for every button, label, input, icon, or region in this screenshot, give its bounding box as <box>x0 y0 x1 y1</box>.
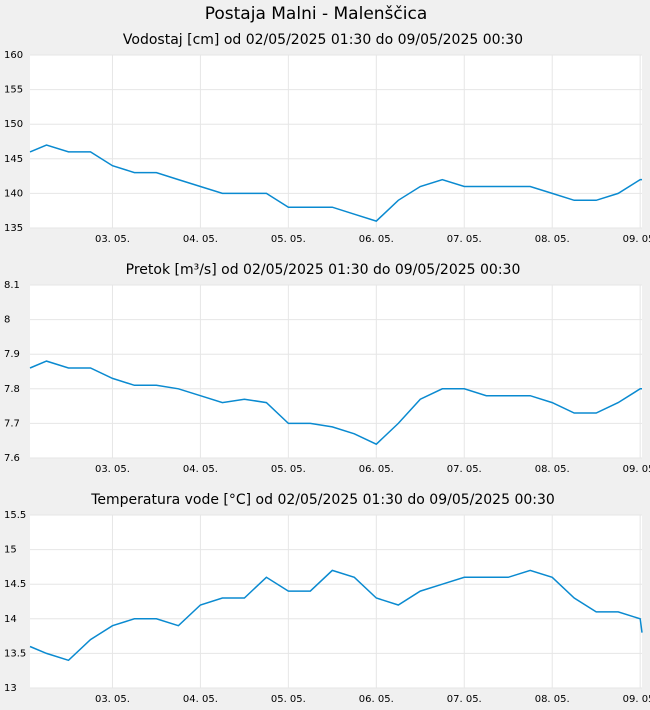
x-tick-label: 07. 05. <box>447 234 482 245</box>
y-tick-label: 135 <box>4 223 23 234</box>
y-tick-label: 8.1 <box>4 280 20 291</box>
plot-area <box>30 285 642 458</box>
x-tick-label: 05. 05. <box>271 234 306 245</box>
y-tick-label: 15 <box>4 545 17 556</box>
plot-area <box>30 515 642 688</box>
y-tick-label: 140 <box>4 188 23 199</box>
plot-area <box>30 55 642 228</box>
x-tick-label: 05. 05. <box>271 694 306 705</box>
y-tick-label: 7.7 <box>4 418 20 429</box>
y-tick-label: 14 <box>4 614 17 625</box>
y-tick-label: 155 <box>4 85 23 96</box>
y-tick-label: 7.9 <box>4 349 20 360</box>
chart-title: Temperatura vode [°C] od 02/05/2025 01:3… <box>90 492 555 508</box>
y-tick-label: 14.5 <box>4 579 26 590</box>
y-tick-label: 7.6 <box>4 453 20 464</box>
y-tick-label: 150 <box>4 119 23 130</box>
chart-title: Vodostaj [cm] od 02/05/2025 01:30 do 09/… <box>123 32 523 48</box>
data-line <box>29 144 642 222</box>
y-tick-label: 7.8 <box>4 384 20 395</box>
x-tick-label: 09. 05. <box>623 464 650 475</box>
y-tick-label: 145 <box>4 154 23 165</box>
data-line <box>29 569 643 662</box>
x-tick-label: 08. 05. <box>535 234 570 245</box>
x-tick-label: 04. 05. <box>183 464 218 475</box>
chart-title: Pretok [m³/s] od 02/05/2025 01:30 do 09/… <box>126 262 521 278</box>
y-tick-label: 13.5 <box>4 648 26 659</box>
x-tick-label: 03. 05. <box>95 234 130 245</box>
x-tick-label: 04. 05. <box>183 234 218 245</box>
y-tick-label: 160 <box>4 50 23 61</box>
x-tick-label: 07. 05. <box>447 694 482 705</box>
x-tick-label: 06. 05. <box>359 464 394 475</box>
x-tick-label: 09. 05. <box>623 694 650 705</box>
y-tick-label: 13 <box>4 683 17 694</box>
y-tick-label: 8 <box>4 315 10 326</box>
x-tick-label: 06. 05. <box>359 694 394 705</box>
page-title: Postaja Malni - Malenščica <box>205 4 428 24</box>
x-tick-label: 06. 05. <box>359 234 394 245</box>
x-tick-label: 03. 05. <box>95 464 130 475</box>
y-tick-label: 15.5 <box>4 510 26 521</box>
x-tick-label: 03. 05. <box>95 694 130 705</box>
x-tick-label: 07. 05. <box>447 464 482 475</box>
x-tick-label: 08. 05. <box>535 694 570 705</box>
x-tick-label: 05. 05. <box>271 464 306 475</box>
data-line <box>29 360 642 446</box>
x-tick-label: 04. 05. <box>183 694 218 705</box>
x-tick-label: 09. 05. <box>623 234 650 245</box>
x-tick-label: 08. 05. <box>535 464 570 475</box>
